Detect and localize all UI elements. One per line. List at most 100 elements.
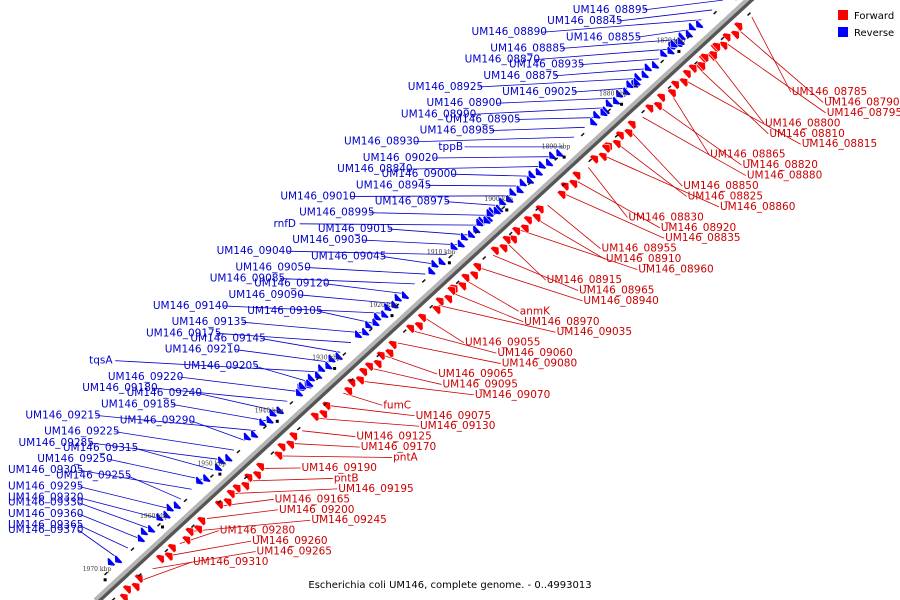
gene-feature[interactable] (449, 241, 459, 251)
forward-gene-label[interactable]: UM146_08810 (769, 128, 844, 140)
reverse-gene-label[interactable]: UM146_09240 (127, 387, 202, 399)
gene-feature[interactable] (258, 417, 268, 427)
gene-feature[interactable] (460, 273, 471, 284)
reverse-gene-label[interactable]: UM146_09250 (37, 453, 112, 465)
reverse-gene-label[interactable]: UM146_09185 (101, 398, 176, 410)
forward-gene-label[interactable]: UM146_08825 (688, 190, 763, 202)
forward-gene-label[interactable]: UM146_09125 (356, 431, 431, 443)
gene-feature[interactable] (222, 497, 233, 508)
forward-gene-label[interactable]: UM146_09190 (302, 462, 377, 474)
gene-feature[interactable] (383, 302, 393, 312)
gene-feature[interactable] (527, 169, 537, 179)
gene-feature[interactable] (538, 160, 548, 170)
gene-feature[interactable] (384, 348, 395, 359)
reverse-gene-label[interactable]: UM146_09175 (146, 327, 221, 339)
reverse-gene-label[interactable]: UM146_09140 (153, 300, 228, 312)
gene-feature[interactable] (133, 573, 144, 584)
reverse-gene-label[interactable]: UM146_09045 (311, 250, 386, 262)
gene-feature[interactable] (430, 258, 440, 269)
gene-feature[interactable] (644, 62, 653, 72)
reverse-gene-label[interactable]: UM146_08890 (472, 26, 547, 38)
gene-feature[interactable] (568, 179, 579, 190)
gene-feature[interactable] (166, 543, 177, 554)
reverse-gene-label[interactable]: UM146_08895 (573, 4, 648, 16)
gene-feature[interactable] (163, 551, 174, 562)
gene-feature[interactable] (193, 524, 203, 535)
reverse-gene-label[interactable]: UM146_09320 (8, 492, 83, 504)
forward-gene-label[interactable]: anmK (520, 305, 551, 317)
gene-feature[interactable] (622, 86, 632, 96)
gene-feature[interactable] (240, 481, 250, 492)
gene-feature[interactable] (531, 212, 542, 224)
gene-feature[interactable] (307, 372, 317, 383)
gene-feature[interactable] (651, 59, 661, 70)
forward-gene-label[interactable]: UM146_08800 (765, 117, 840, 129)
gene-feature[interactable] (118, 592, 129, 600)
forward-gene-label[interactable]: UM146_08820 (742, 159, 817, 171)
forward-gene-label[interactable]: UM146_08790 (824, 96, 899, 108)
reverse-gene-label[interactable]: tppB (438, 141, 463, 153)
gene-feature[interactable] (427, 265, 437, 276)
gene-feature[interactable] (493, 205, 503, 216)
gene-feature[interactable] (505, 194, 515, 204)
gene-feature[interactable] (548, 150, 558, 160)
gene-feature[interactable] (343, 386, 353, 397)
reverse-gene-label[interactable]: UM146_08990 (401, 108, 476, 120)
reverse-gene-label[interactable]: UM146_09220 (108, 371, 183, 383)
gene-feature[interactable] (140, 526, 150, 536)
reverse-gene-label[interactable]: UM146_09105 (247, 305, 322, 317)
reverse-gene-label[interactable]: UM146_08845 (547, 15, 622, 27)
reverse-gene-label[interactable]: UM146_09305 (8, 464, 83, 476)
gene-feature[interactable] (457, 281, 467, 292)
gene-feature[interactable] (380, 309, 390, 319)
gene-feature[interactable] (501, 235, 512, 246)
gene-feature[interactable] (482, 215, 492, 225)
reverse-gene-label[interactable]: UM146_09010 (280, 190, 355, 202)
gene-feature[interactable] (298, 380, 308, 391)
gene-feature[interactable] (309, 411, 320, 423)
reverse-gene-label[interactable]: UM146_08900 (427, 97, 502, 109)
gene-feature[interactable] (597, 152, 608, 163)
gene-feature[interactable] (669, 38, 679, 49)
gene-feature[interactable] (681, 69, 692, 80)
reverse-gene-label[interactable]: rnfD (273, 218, 296, 230)
forward-gene-label[interactable]: UM146_09075 (416, 410, 491, 422)
reverse-gene-label[interactable]: UM146_08985 (420, 125, 495, 137)
gene-feature[interactable] (405, 323, 415, 334)
gene-feature[interactable] (485, 208, 495, 218)
reverse-gene-label[interactable]: UM146_09015 (318, 223, 393, 235)
forward-gene-label[interactable]: UM146_09035 (557, 326, 632, 338)
forward-gene-label[interactable]: UM146_08865 (710, 149, 785, 161)
reverse-gene-label[interactable]: UM146_09315 (63, 442, 138, 454)
reverse-gene-label[interactable]: UM146_09215 (25, 409, 100, 421)
gene-feature[interactable] (511, 226, 521, 237)
gene-feature[interactable] (434, 296, 445, 307)
gene-feature[interactable] (371, 317, 381, 327)
gene-feature[interactable] (317, 363, 327, 373)
reverse-gene-label[interactable]: UM146_09285 (18, 437, 93, 449)
forward-gene-label[interactable]: UM146_08860 (720, 201, 795, 213)
gene-feature[interactable] (114, 554, 124, 564)
gene-feature[interactable] (605, 98, 614, 108)
reverse-gene-label[interactable]: UM146_09295 (8, 480, 83, 492)
forward-gene-label[interactable]: UM146_08785 (792, 86, 867, 98)
gene-feature[interactable] (589, 116, 599, 127)
forward-gene-label[interactable]: UM146_09265 (257, 546, 332, 558)
gene-feature[interactable] (626, 119, 637, 131)
gene-feature[interactable] (695, 19, 705, 29)
gene-feature[interactable] (361, 326, 371, 337)
gene-feature[interactable] (224, 452, 234, 463)
gene-feature[interactable] (518, 177, 528, 188)
gene-feature[interactable] (475, 217, 485, 228)
gene-feature[interactable] (443, 294, 453, 305)
reverse-gene-label[interactable]: UM146_09000 (382, 168, 457, 180)
reverse-gene-label[interactable]: UM146_09180 (82, 382, 157, 394)
forward-gene-label[interactable]: UM146_09310 (193, 556, 268, 568)
gene-feature[interactable] (519, 223, 530, 234)
forward-gene-label[interactable]: UM146_09195 (338, 483, 413, 495)
reverse-gene-label[interactable]: UM146_08875 (483, 70, 558, 82)
gene-feature[interactable] (413, 321, 424, 332)
gene-feature[interactable] (416, 312, 427, 324)
gene-feature[interactable] (217, 455, 227, 465)
reverse-gene-label[interactable]: UM146_09210 (165, 344, 240, 356)
